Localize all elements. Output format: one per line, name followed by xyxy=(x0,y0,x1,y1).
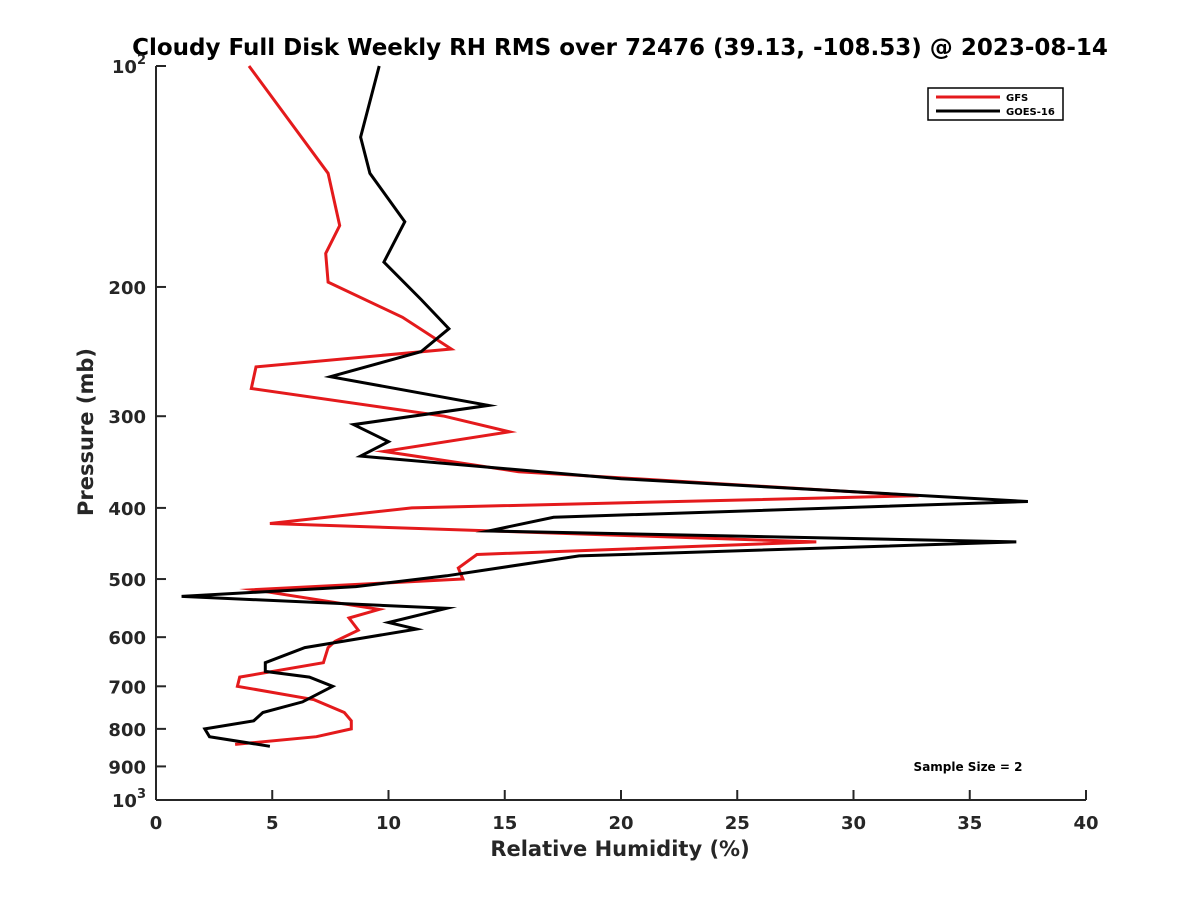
legend: GFS GOES-16 xyxy=(927,87,1064,121)
y-tick-label: 400 xyxy=(108,499,146,520)
x-tick-label: 5 xyxy=(266,813,279,834)
x-axis-label: Relative Humidity (%) xyxy=(490,837,749,861)
sample-size-annotation: Sample Size = 2 xyxy=(914,760,1023,774)
y-tick-label: 300 xyxy=(108,407,146,428)
y-tick-label: 600 xyxy=(108,628,146,649)
x-tick-label: 25 xyxy=(725,813,750,834)
y-tick-label: 700 xyxy=(108,677,146,698)
y-tick-label: 200 xyxy=(108,278,146,299)
legend-box xyxy=(927,87,1064,121)
chart-title: Cloudy Full Disk Weekly RH RMS over 7247… xyxy=(132,35,1108,61)
x-tick-label: 35 xyxy=(957,813,982,834)
y-tick-label: 103 xyxy=(112,787,146,812)
y-tick-label: 102 xyxy=(112,53,146,78)
x-tick-label: 20 xyxy=(608,813,633,834)
y-axis-label: Pressure (mb) xyxy=(74,348,98,516)
legend-label-goes-16: GOES-16 xyxy=(1006,107,1055,118)
plot-area: 0 5 10 15 20 25 30 35 40 102 200 300 400 500 600 700 800… xyxy=(108,53,1098,834)
x-tick-label: 15 xyxy=(492,813,517,834)
legend-label-gfs: GFS xyxy=(1006,93,1028,104)
y-tick-label: 900 xyxy=(108,757,146,778)
y-tick-label: 500 xyxy=(108,570,146,591)
x-tick-label: 40 xyxy=(1073,813,1098,834)
x-tick-label: 10 xyxy=(376,813,401,834)
series-line-goes-16 xyxy=(181,65,1028,748)
x-tick-label: 0 xyxy=(150,813,163,834)
y-tick-label: 800 xyxy=(108,720,146,741)
x-tick-label: 30 xyxy=(841,813,866,834)
